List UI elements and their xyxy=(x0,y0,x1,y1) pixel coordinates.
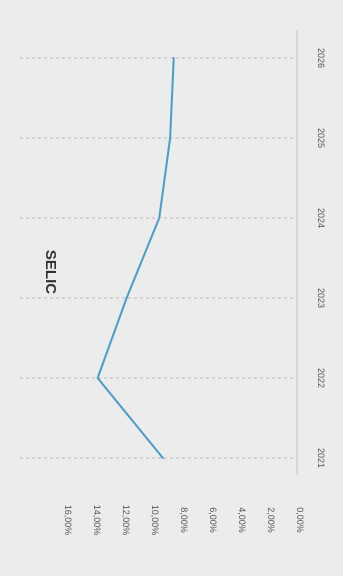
series-line xyxy=(96,57,175,459)
y-tick-label: 14,00% xyxy=(92,505,102,536)
x-tick-label-2023: 2023 xyxy=(316,288,326,308)
y-tick-label: 8,00% xyxy=(179,507,189,533)
y-tick-label: 10,00% xyxy=(150,505,160,536)
x-tick-label-2024: 2024 xyxy=(316,208,326,228)
y-tick-label: 6,00% xyxy=(208,507,218,533)
y-tick-label: 4,00% xyxy=(237,507,247,533)
y-axis-tick-labels: 0,00% 2,00% 4,00% 6,00% 8,00% 10,00% 12,00% 14,… xyxy=(63,505,305,536)
chart-title: SELIC xyxy=(42,250,59,294)
y-tick-label: 16,00% xyxy=(63,505,73,536)
x-axis-tick-labels: 2021 2022 2023 2024 2025 2026 xyxy=(316,48,326,468)
y-tick-label: 0,00% xyxy=(295,507,305,533)
x-tick-label-2022: 2022 xyxy=(316,368,326,388)
series-layer xyxy=(96,57,175,459)
x-tick-label-2025: 2025 xyxy=(316,128,326,148)
gridlines xyxy=(20,30,298,475)
x-tick-label-2026: 2026 xyxy=(316,48,326,68)
y-tick-label: 12,00% xyxy=(121,505,131,536)
x-tick-label-2021: 2021 xyxy=(316,448,326,468)
y-tick-label: 2,00% xyxy=(266,507,276,533)
